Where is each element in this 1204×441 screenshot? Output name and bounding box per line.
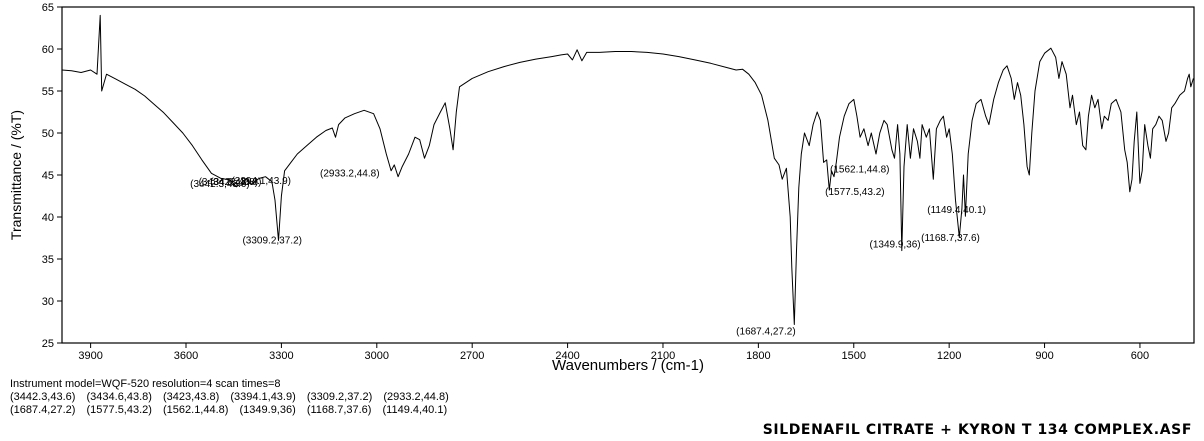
y-tick-label: 40 — [42, 212, 54, 224]
peak-label: (1149.4,40.1) — [927, 205, 986, 216]
instrument-info: Instrument model=WQF-520 resolution=4 sc… — [10, 378, 281, 390]
peak-list-item: (1687.4,27.2) — [10, 404, 76, 416]
peak-list-item: (1562.1,44.8) — [163, 404, 229, 416]
x-tick-label: 3000 — [365, 350, 389, 362]
file-name: SILDENAFIL CITRATE + KYRON T 134 COMPLEX… — [762, 422, 1192, 438]
x-tick-label: 2100 — [651, 350, 675, 362]
peak-label: (1562.1,44.8) — [830, 165, 890, 176]
peak-list-item: (3423,43.8) — [163, 391, 220, 403]
x-tick-label: 900 — [1035, 350, 1053, 362]
x-tick-label: 2400 — [555, 350, 579, 362]
peak-list-row-2: (1687.4,27.2) (1577.5,43.2) (1562.1,44.8… — [10, 404, 455, 417]
peak-label: (1349.9,36) — [869, 240, 920, 251]
peak-label: (3394.1,43.9) — [231, 176, 290, 187]
y-tick-label: 30 — [42, 296, 54, 308]
ticks: 3900 3600 3300 3000 2700 2400 2100 1800 1500 1200… — [42, 2, 1149, 362]
peak-label: (1168.7,37.6) — [921, 233, 980, 244]
peak-label: (3434.6,43.8) — [199, 177, 259, 188]
peak-list-item: (3442.3,43.6) — [10, 391, 76, 403]
x-tick-label: 1200 — [937, 350, 961, 362]
peak-list-item: (3309.2,37.2) — [306, 391, 373, 403]
x-tick-label: 1800 — [746, 350, 770, 362]
y-tick-label: 60 — [42, 44, 54, 56]
peak-label: (3423,43.8) — [210, 177, 261, 188]
x-tick-label: 3600 — [174, 350, 198, 362]
y-tick-label: 55 — [42, 86, 54, 98]
peak-list-item: (2933.2,44.8) — [383, 391, 449, 403]
peak-label: (3309.2,37.2) — [242, 236, 302, 247]
peak-list-item: (1349.9,36) — [239, 404, 296, 416]
x-tick-label: 1500 — [842, 350, 866, 362]
series — [61, 14, 1194, 325]
x-tick-label: 600 — [1131, 350, 1149, 362]
x-axis-label: Wavenumbers / (cm-1) — [552, 357, 704, 374]
peak-label: (1687.4,27.2) — [736, 327, 796, 338]
peak-list-item: (1149.4,40.1) — [382, 404, 448, 416]
y-tick-label: 65 — [42, 2, 54, 14]
y-tick-label: 25 — [42, 338, 54, 350]
x-tick-label: 3300 — [269, 350, 293, 362]
peak-list-item: (3394.1,43.9) — [230, 391, 296, 403]
x-tick-label: 3900 — [78, 350, 102, 362]
y-tick-label: 35 — [42, 254, 54, 266]
peak-label: (3442.3,43.6) — [190, 179, 250, 190]
peak-list-row-1: (3442.3,43.6) (3434.6,43.8) (3423,43.8) … — [10, 391, 457, 404]
peak-labels: (3309.2,37.2) (2933.2,44.8) (1687.4,27.2) (… — [190, 165, 986, 338]
peak-list-item: (1577.5,43.2) — [86, 404, 152, 416]
plot-frame — [61, 6, 1195, 344]
y-axis-label: Transmittance / (%T) — [8, 110, 24, 240]
spectrum-line — [61, 14, 1194, 325]
peak-label: (1577.5,43.2) — [825, 187, 885, 198]
peak-label: (2933.2,44.8) — [320, 169, 380, 180]
axes — [61, 6, 1195, 344]
y-tick-label: 45 — [42, 170, 54, 182]
ir-spectrum-chart: 3900 3600 3300 3000 2700 2400 2100 1800 1500 1200… — [8, 2, 1195, 374]
y-tick-label: 50 — [42, 128, 54, 140]
peak-list-item: (3434.6,43.8) — [86, 391, 152, 403]
peak-list-item: (1168.7,37.6) — [306, 404, 372, 416]
x-tick-label: 2700 — [460, 350, 484, 362]
